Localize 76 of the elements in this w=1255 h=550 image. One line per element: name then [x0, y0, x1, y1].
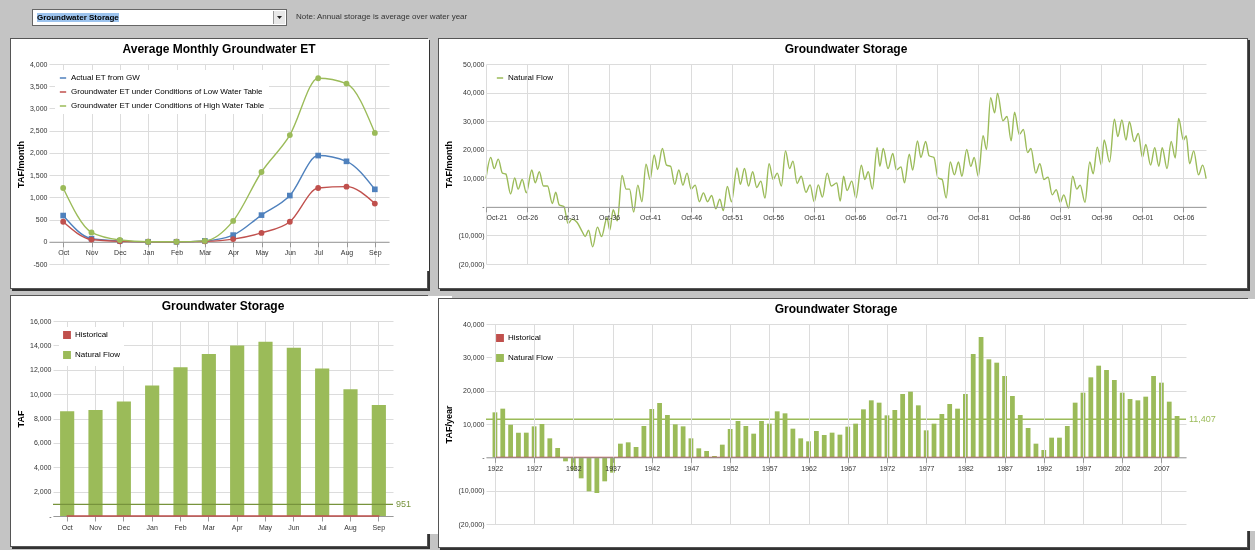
point	[315, 152, 321, 159]
bar	[286, 347, 301, 516]
chart-title: Groundwater Storage	[784, 42, 908, 56]
bar	[751, 433, 757, 458]
legend-label: Actual ET from GW	[71, 73, 141, 82]
y-axis-title: TAF/month	[15, 141, 26, 188]
bar	[625, 442, 631, 458]
bar	[719, 444, 725, 458]
bar	[853, 423, 858, 458]
bar	[315, 368, 330, 516]
point	[60, 218, 67, 225]
point	[88, 229, 95, 236]
bar	[696, 448, 702, 458]
point	[230, 217, 237, 224]
ref-line-label: 951	[396, 499, 412, 510]
ref-line-label: 11,407	[1189, 414, 1216, 425]
point	[258, 229, 265, 236]
legend-label: Groundwater ET under Conditions of High Water Table	[71, 101, 265, 110]
chart-title: Groundwater Storage	[774, 302, 898, 316]
point	[258, 212, 265, 218]
bar	[508, 424, 513, 458]
point	[286, 218, 293, 225]
bar	[116, 401, 131, 516]
point	[315, 185, 322, 191]
bar	[230, 345, 245, 516]
bar	[555, 448, 561, 458]
dropdown-field: Groundwater Storage	[32, 9, 287, 26]
bar	[343, 389, 358, 516]
bar	[523, 432, 529, 458]
point	[230, 236, 237, 243]
bar	[60, 411, 75, 516]
legend-label: Historical	[508, 333, 542, 342]
y-axis-title: TAF/year	[444, 405, 455, 444]
point	[315, 75, 322, 82]
y-axis-title: TAF/month	[444, 141, 455, 188]
bar	[672, 424, 678, 458]
bar	[743, 426, 749, 458]
bar	[145, 385, 160, 516]
bar	[258, 341, 273, 516]
y-axis-title: TAF	[16, 410, 27, 428]
text: Note: Annual storage is average over water year	[296, 12, 468, 21]
bar	[617, 443, 623, 458]
legend-label: Natural Flow	[508, 353, 554, 362]
bar	[1057, 437, 1062, 458]
line-series	[485, 92, 1207, 248]
bar	[814, 431, 819, 458]
bar	[821, 435, 827, 458]
point	[372, 186, 378, 193]
point	[258, 169, 265, 175]
bar	[371, 405, 386, 516]
chart-title: Groundwater Storage	[161, 299, 285, 313]
bar	[547, 438, 553, 458]
bar	[88, 409, 103, 516]
bar	[798, 438, 804, 458]
bar	[1049, 437, 1055, 458]
point	[343, 183, 350, 190]
bar	[1064, 426, 1070, 458]
point	[371, 200, 378, 207]
legend-label: Historical	[75, 330, 109, 339]
chart-title: Average Monthly Groundwater ET	[122, 42, 317, 56]
legend-label: Natural Flow	[508, 73, 554, 82]
bar	[790, 428, 796, 458]
point	[343, 80, 350, 87]
bar	[173, 367, 188, 516]
bar	[516, 432, 521, 458]
point	[371, 129, 378, 136]
bar	[594, 457, 600, 493]
point	[286, 132, 293, 139]
point	[287, 192, 293, 199]
point	[60, 185, 67, 191]
bar	[201, 353, 216, 516]
bar	[704, 451, 710, 458]
legend-label: Groundwater ET under Conditions of Low Water Table	[71, 87, 264, 96]
point	[60, 212, 66, 219]
bar	[602, 457, 608, 482]
legend-label: Natural Flow	[75, 350, 121, 359]
